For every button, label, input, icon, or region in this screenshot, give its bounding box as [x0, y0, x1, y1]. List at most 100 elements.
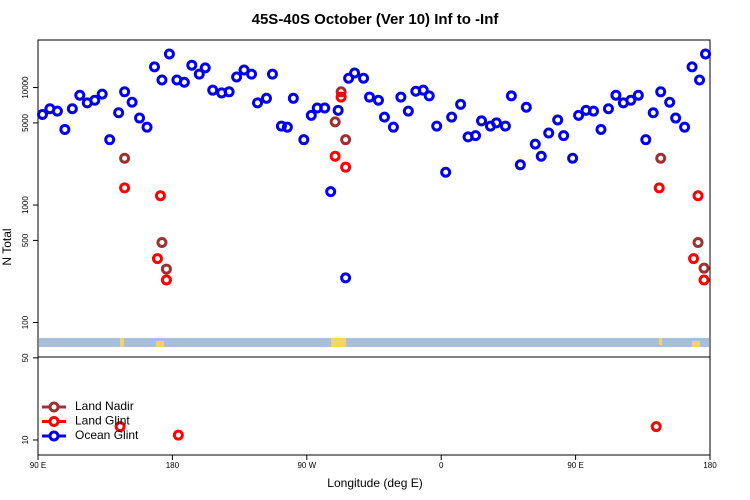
- point: [423, 90, 435, 102]
- point: [694, 74, 706, 86]
- x-tick-label: 180: [166, 461, 180, 470]
- point: [343, 72, 355, 84]
- point: [186, 59, 198, 71]
- point: [395, 91, 407, 103]
- point: [36, 108, 48, 120]
- x-tick-label: 90 E: [30, 461, 46, 470]
- point: [698, 262, 710, 274]
- point: [476, 115, 488, 127]
- point: [431, 120, 443, 132]
- legend-marker: [48, 430, 60, 442]
- point: [141, 121, 153, 133]
- x-tick-label: 90 W: [297, 461, 316, 470]
- x-tick-label: 180: [703, 461, 717, 470]
- y-tick-label: 500: [21, 233, 30, 247]
- point: [178, 76, 190, 88]
- point: [535, 150, 547, 162]
- point: [387, 121, 399, 133]
- point: [207, 84, 219, 96]
- point: [610, 89, 622, 101]
- point: [688, 253, 700, 265]
- point: [655, 86, 667, 98]
- point: [595, 123, 607, 135]
- point: [199, 62, 211, 74]
- point: [632, 89, 644, 101]
- point: [260, 92, 272, 104]
- legend-marker: [48, 401, 60, 413]
- point: [602, 103, 614, 115]
- point: [231, 71, 243, 83]
- point: [104, 134, 116, 146]
- legend-label: Land Glint: [75, 414, 130, 428]
- point: [126, 96, 138, 108]
- point: [96, 88, 108, 100]
- point: [156, 236, 168, 248]
- point: [163, 48, 175, 60]
- point: [692, 236, 704, 248]
- point: [655, 152, 667, 164]
- point: [275, 120, 287, 132]
- point: [340, 134, 352, 146]
- point: [440, 166, 452, 178]
- point: [455, 98, 467, 110]
- point: [160, 263, 172, 275]
- point: [89, 94, 101, 106]
- point: [193, 68, 205, 80]
- point: [372, 94, 384, 106]
- point: [664, 96, 676, 108]
- x-tick-label: 90 E: [567, 461, 583, 470]
- point: [640, 134, 652, 146]
- point: [51, 105, 63, 117]
- point: [340, 161, 352, 173]
- point: [119, 86, 131, 98]
- point: [378, 111, 390, 123]
- point: [66, 103, 78, 115]
- point: [349, 67, 361, 79]
- point: [156, 74, 168, 86]
- point: [558, 130, 570, 142]
- point: [543, 127, 555, 139]
- point: [319, 102, 331, 114]
- point: [332, 104, 344, 116]
- point: [154, 190, 166, 202]
- point: [246, 68, 258, 80]
- point: [74, 89, 86, 101]
- point: [119, 152, 131, 164]
- legend-marker: [48, 416, 60, 427]
- x-tick-label: 0: [439, 461, 444, 470]
- point: [567, 152, 579, 164]
- point: [305, 109, 317, 121]
- point: [499, 120, 511, 132]
- point: [134, 112, 146, 124]
- y-tick-label: 100: [21, 315, 30, 329]
- point: [287, 92, 299, 104]
- point: [364, 91, 376, 103]
- point: [114, 421, 126, 433]
- plot-frame: [37, 39, 711, 456]
- legend-label: Ocean Glint: [75, 428, 139, 442]
- point: [266, 68, 278, 80]
- land-mask-strip: [39, 338, 709, 347]
- point: [151, 253, 163, 265]
- point: [329, 116, 341, 128]
- point: [148, 61, 160, 73]
- point: [223, 86, 235, 98]
- point: [59, 123, 71, 135]
- point: [650, 421, 662, 433]
- y-axis-title: N Total: [0, 228, 14, 265]
- point: [335, 91, 347, 103]
- point: [329, 150, 341, 162]
- y-tick-label: 1000: [21, 196, 30, 214]
- point: [529, 138, 541, 150]
- point: [700, 48, 712, 60]
- point: [647, 107, 659, 119]
- y-tick-label: 10000: [21, 76, 30, 99]
- point: [340, 272, 352, 284]
- point: [335, 86, 347, 98]
- y-tick-label: 5000: [21, 113, 30, 131]
- point: [402, 105, 414, 117]
- point: [298, 134, 310, 146]
- point: [325, 186, 337, 198]
- point: [653, 182, 665, 194]
